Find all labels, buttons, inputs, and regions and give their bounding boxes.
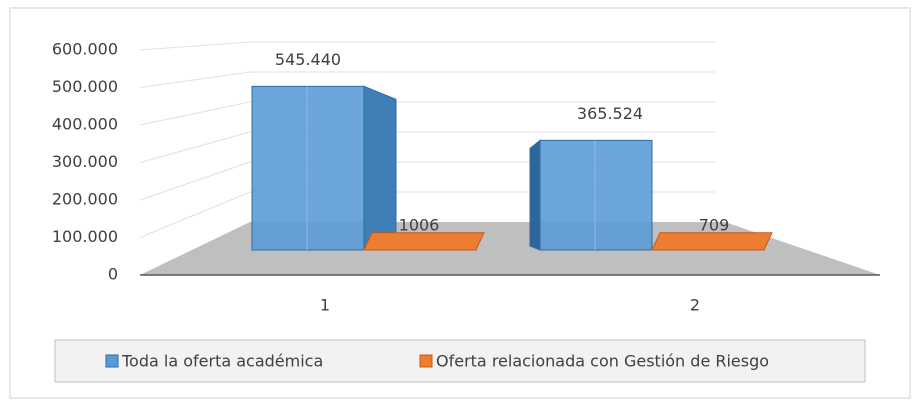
x-tick-label: 2 [690,296,700,315]
grid-line [139,41,715,51]
bar [363,232,485,251]
bar [529,139,653,251]
chart-frame [9,7,911,399]
data-label: 545.440 [275,50,341,69]
x-tick-label: 1 [320,296,330,315]
bar-face [251,85,365,251]
data-label: 709 [699,216,730,235]
legend-label: Toda la oferta académica [121,352,323,371]
y-tick-label: 0 [108,265,118,284]
y-tick-label: 500.000 [52,77,118,96]
bar [251,85,397,251]
y-tick-label: 200.000 [52,190,118,209]
bar-face [539,139,653,251]
y-tick-label: 600.000 [52,40,118,59]
data-label: 365.524 [577,104,643,123]
data-label: 1006 [399,216,440,235]
legend-swatch [105,354,119,368]
bar [651,232,773,251]
y-tick-label: 400.000 [52,115,118,134]
legend-swatch [419,354,433,368]
bar-face [363,85,397,251]
grid-line [139,131,715,163]
legend [54,339,866,383]
grid-line [139,71,715,88]
bar-face [529,139,541,251]
y-tick-label: 300.000 [52,152,118,171]
grid-line [139,101,715,126]
legend-label: Oferta relacionada con Gestión de Riesgo [436,352,769,371]
y-tick-label: 100.000 [52,227,118,246]
